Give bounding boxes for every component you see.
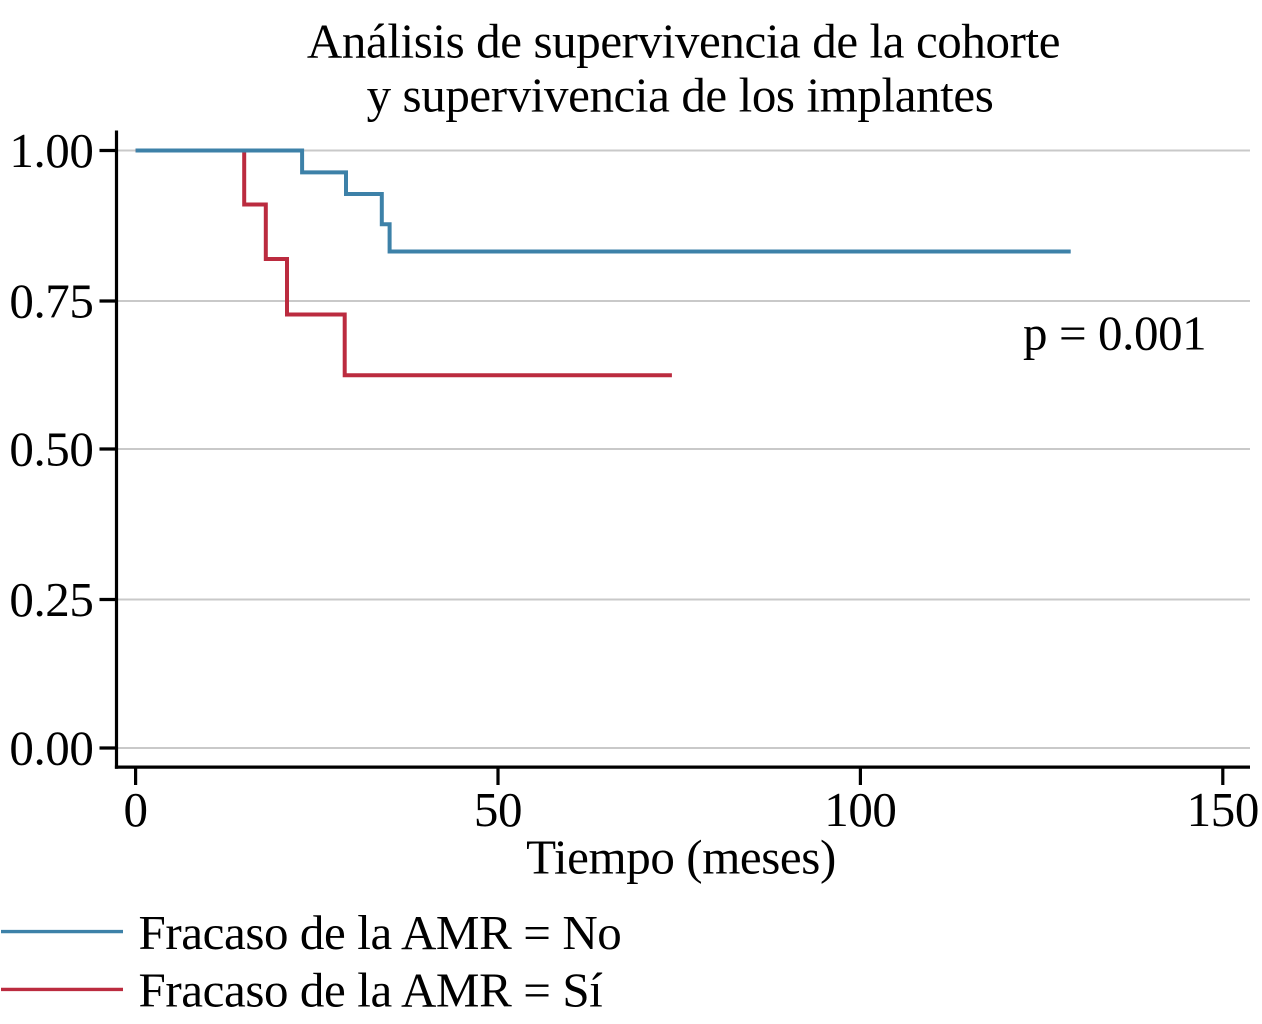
- svg-text:Fracaso de la AMR = No: Fracaso de la AMR = No: [139, 905, 622, 960]
- svg-text:100: 100: [824, 782, 896, 837]
- svg-text:50: 50: [474, 782, 522, 837]
- svg-text:0.00: 0.00: [9, 720, 93, 775]
- svg-text:0.25: 0.25: [9, 572, 93, 627]
- svg-text:0.50: 0.50: [9, 421, 93, 476]
- svg-text:0: 0: [124, 782, 148, 837]
- svg-text:Tiempo (meses): Tiempo (meses): [526, 830, 836, 885]
- svg-text:Análisis de supervivencia de l: Análisis de supervivencia de la cohorte: [307, 14, 1060, 69]
- svg-text:0.75: 0.75: [9, 273, 93, 328]
- svg-text:1.00: 1.00: [9, 123, 93, 178]
- svg-text:150: 150: [1187, 782, 1259, 837]
- svg-text:p = 0.001: p = 0.001: [1023, 305, 1206, 360]
- svg-text:Fracaso de la AMR = Sí: Fracaso de la AMR = Sí: [139, 963, 604, 1018]
- svg-text:y supervivencia de los implant: y supervivencia de los implantes: [367, 67, 994, 122]
